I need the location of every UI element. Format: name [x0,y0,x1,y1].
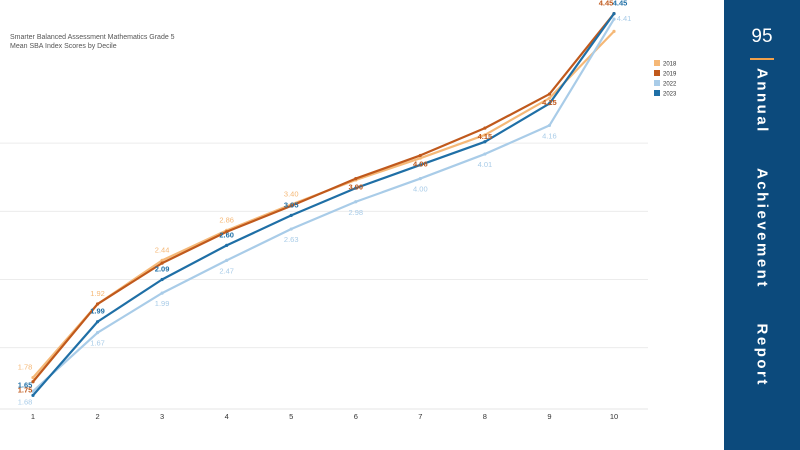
data-point-2018-7 [418,156,422,160]
data-label-2023-5: 3.05 [284,200,299,209]
data-point-2018-10 [612,29,616,33]
data-point-2019-7 [418,153,422,158]
data-label-2022-3: 1.99 [155,299,170,308]
data-label-2018-4: 2.86 [219,215,234,224]
data-point-2019-8 [483,126,487,130]
data-label-2019-1: 1.75 [18,386,33,395]
data-point-2022-10 [612,17,616,21]
data-point-2019-3 [160,261,164,265]
data-label-2019-6: 3.90 [348,183,363,192]
data-point-2019-2 [95,302,100,306]
data-point-2022-3 [160,291,164,295]
x-tick-label-7: 7 [418,412,422,421]
data-label-2019-10: 4.45 [599,0,614,8]
data-label-2022-7: 4.00 [413,185,428,194]
x-tick-label-2: 2 [95,412,99,421]
legend-label-2022: 2022 [663,82,677,88]
data-point-2023-3 [160,277,164,282]
series-line-2019 [32,12,615,383]
page-number: 95 [751,26,773,47]
data-point-2022-6 [354,200,358,204]
data-label-2019-7: 4.06 [413,159,428,168]
data-point-2019-1 [31,380,35,384]
data-point-2023-8 [483,140,487,144]
data-label-2023-3: 2.09 [155,264,170,273]
data-point-2022-7 [418,176,422,181]
data-point-2023-4 [225,243,229,247]
data-point-2023-2 [95,320,100,324]
data-label-2022-6: 2.98 [348,208,363,217]
data-label-2022-8: 4.01 [478,160,493,169]
sidebar: 95 Annual Achievement Report [724,0,800,450]
x-tick-label-5: 5 [289,412,293,421]
data-point-2023-1 [31,393,35,397]
data-label-2022-10: 4.41 [617,14,632,23]
legend-label-2019: 2019 [663,72,677,78]
x-tick-label-3: 3 [160,412,164,421]
data-label-2022-5: 2.63 [284,235,299,244]
data-point-2018-3 [160,258,164,262]
report-title-word-2: Achievement [753,167,771,289]
data-point-2019-6 [354,176,358,181]
data-label-2018-5: 3.40 [284,190,299,199]
data-point-2023-6 [354,186,358,190]
data-label-2023-4: 2.60 [219,230,234,239]
data-point-2022-4 [225,258,229,262]
legend-swatch-2023 [654,90,660,96]
series-line-2018 [32,30,615,379]
report-title: Annual Achievement Report [754,68,771,415]
data-point-2018-1 [31,376,35,380]
report-title-word-1: Annual [753,68,771,134]
series-line-2023 [32,12,615,397]
legend-swatch-2022 [654,80,660,86]
data-point-2018-8 [483,133,487,137]
chart-subtitle: Mean SBA Index Scores by Decile [10,43,117,50]
data-label-2018-3: 2.44 [155,245,170,254]
x-tick-label-9: 9 [547,412,551,421]
chart-title-block: Smarter Balanced Assessment Mathematics … [10,33,175,51]
data-label-2022-9: 4.16 [542,131,557,140]
x-tick-label-10: 10 [610,412,618,421]
report-title-word-3: Report [753,323,771,387]
legend-label-2018: 2018 [663,62,677,68]
legend-swatch-2018 [654,60,660,66]
data-point-2019-5 [289,204,293,208]
legend-label-2023: 2023 [663,92,677,98]
line-chart: 1 2 3 4 5 6 7 8 9 10 1.78 1.92 2.44 2.86 3.40 1.75 3.90 4… [0,0,677,421]
data-label-2019-9: 4.25 [542,98,557,107]
data-label-2018-2: 1.92 [90,289,105,298]
data-point-2022-2 [95,331,100,335]
data-point-2023-9 [547,102,552,106]
data-label-2018-1: 1.78 [18,363,33,372]
data-label-2019-8: 4.15 [478,132,493,141]
x-tick-label-8: 8 [483,412,487,421]
data-point-2023-7 [418,163,422,167]
data-label-2022-1: 1.68 [18,397,33,406]
data-point-2019-9 [547,92,552,96]
data-point-2023-5 [289,213,293,218]
data-point-2022-1 [31,389,35,393]
data-point-2023-10 [612,12,616,16]
data-point-2022-8 [483,152,487,156]
data-label-2023-10: 4.45 [613,0,628,8]
data-point-2022-5 [289,227,293,231]
page-number-rule [750,58,774,60]
data-label-2022-2: 1.67 [90,339,105,348]
x-tick-label-1: 1 [31,412,35,421]
data-point-2019-4 [225,230,229,234]
chart-title: Smarter Balanced Assessment Mathematics … [10,34,175,41]
data-label-2023-2: 1.99 [90,307,105,316]
data-label-2023-1: 1.65 [18,380,33,389]
series-line-2022 [32,18,615,393]
x-tick-label-4: 4 [225,412,229,421]
data-point-2022-9 [547,123,552,128]
data-point-2018-9 [547,96,552,100]
legend-swatch-2019 [654,70,660,76]
data-label-2022-4: 2.47 [219,266,234,275]
x-tick-label-6: 6 [354,412,358,421]
